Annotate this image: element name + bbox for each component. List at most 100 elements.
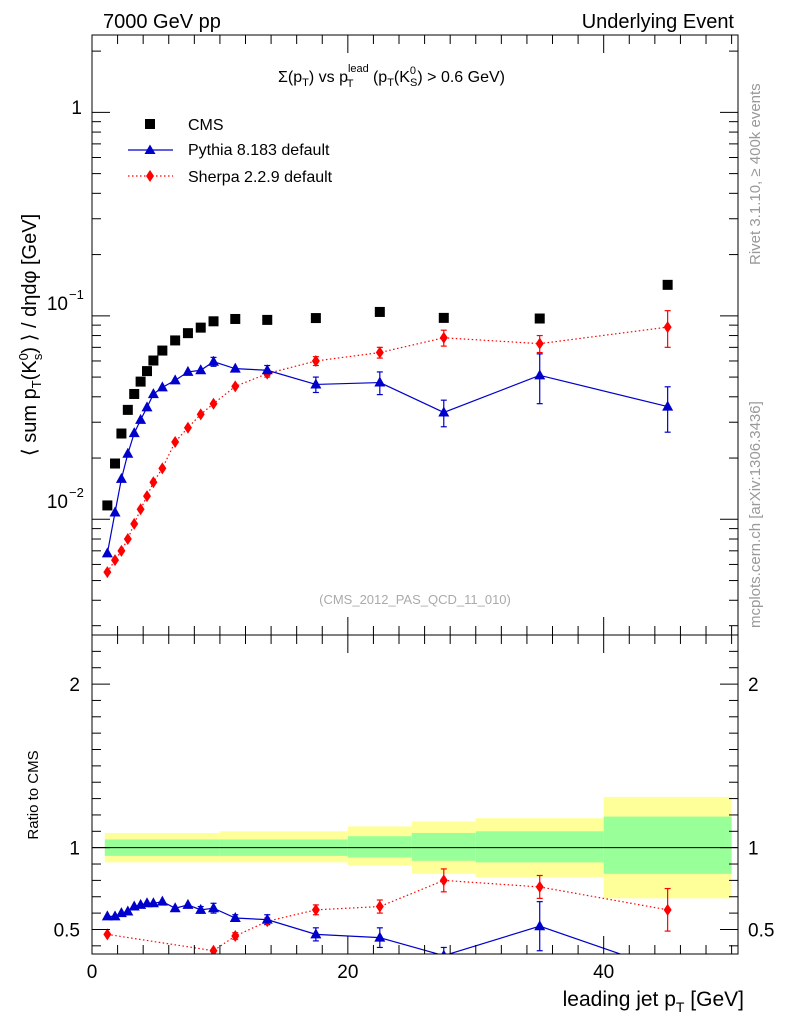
pythia-point bbox=[229, 362, 241, 373]
sherpa-ratio-point bbox=[439, 874, 448, 887]
sherpa-line bbox=[106, 326, 668, 573]
ratio-ytick-label: 1 bbox=[69, 839, 80, 860]
pythia-point bbox=[156, 381, 168, 392]
pythia-point bbox=[141, 401, 153, 412]
sherpa-point bbox=[149, 476, 158, 489]
sherpa-point bbox=[143, 490, 152, 503]
sherpa-point bbox=[375, 346, 384, 359]
cms-point bbox=[662, 279, 673, 290]
chart-title: Σ(pT) vs plead T (pT(K0 S) > 0.6 GeV) bbox=[278, 63, 505, 90]
cms-point bbox=[110, 458, 121, 469]
sherpa-ratio-point bbox=[535, 880, 544, 893]
pythia-point bbox=[195, 364, 207, 375]
sherpa-ratio-point bbox=[663, 903, 672, 916]
pythia-ratio-point bbox=[147, 897, 159, 908]
pythia-ratio-point bbox=[229, 912, 241, 923]
sherpa-ratio-point bbox=[103, 928, 112, 941]
main-ticks bbox=[91, 35, 738, 635]
sherpa-point bbox=[663, 321, 672, 334]
ytick-exp-0.01: −2 bbox=[69, 485, 84, 500]
title-sigma: Σ(p bbox=[278, 69, 302, 86]
analysis-watermark: (CMS_2012_PAS_QCD_11_010) bbox=[319, 592, 511, 607]
sherpa-ratio-point bbox=[209, 944, 218, 954]
pythia-ratio-point bbox=[122, 905, 134, 916]
ratio-band-inner bbox=[603, 816, 732, 874]
cms-point bbox=[195, 322, 206, 333]
pythia-ratio-line bbox=[107, 901, 623, 954]
cms-point bbox=[102, 500, 113, 511]
sherpa-point bbox=[130, 517, 139, 530]
ytick-base: 10 bbox=[47, 294, 68, 315]
sherpa-point bbox=[535, 337, 544, 350]
sherpa-point bbox=[311, 354, 320, 367]
cms-point bbox=[262, 314, 273, 325]
ratio-ytick-label: 0.5 bbox=[54, 920, 80, 941]
ratio-ytick-label-right: 0.5 bbox=[748, 920, 774, 941]
pythia-point bbox=[109, 506, 121, 517]
ytick-label-0.01: 10 bbox=[47, 492, 68, 513]
cms-point bbox=[122, 404, 133, 415]
ratio-tick-labels: 0.5 0.51 12 20 20 40 bbox=[54, 675, 775, 983]
cms-point bbox=[142, 366, 153, 377]
mcplots-label: mcplots.cern.ch [arXiv:1306.3436] bbox=[747, 401, 764, 628]
pythia-ratio-point bbox=[208, 902, 220, 913]
sherpa-point bbox=[231, 380, 240, 393]
ratio-band-inner bbox=[411, 832, 476, 861]
sherpa-ratio-point bbox=[311, 903, 320, 916]
pythia-ratio-point bbox=[374, 931, 386, 942]
title-cut-close: ) > 0.6 GeV) bbox=[417, 69, 505, 86]
cms-point bbox=[438, 312, 449, 323]
header-left: 7000 GeV pp bbox=[103, 11, 221, 33]
xlabel-a: leading jet p bbox=[563, 988, 676, 1011]
ylabel-s: s bbox=[30, 353, 45, 360]
pythia-point bbox=[128, 427, 140, 438]
xlabel-b: [GeV] bbox=[684, 988, 744, 1011]
ratio-y-axis-title: Ratio to CMS bbox=[25, 750, 42, 839]
xlabel-T: T bbox=[676, 999, 685, 1015]
sherpa-point bbox=[136, 503, 145, 516]
sherpa-point bbox=[158, 462, 167, 475]
sherpa-point bbox=[103, 566, 112, 579]
x-axis-title: leading jet pT [GeV] bbox=[563, 988, 744, 1015]
ylabel-T: T bbox=[29, 380, 44, 388]
ratio-ticks bbox=[91, 635, 738, 954]
pythia-point bbox=[374, 376, 386, 387]
xtick-label: 20 bbox=[337, 962, 358, 983]
pythia-point bbox=[310, 378, 322, 389]
pythia-point bbox=[261, 364, 273, 375]
cms-point bbox=[534, 313, 545, 324]
sherpa-point bbox=[123, 533, 132, 546]
ratio-band-inner bbox=[347, 836, 412, 858]
pythia-point bbox=[208, 355, 220, 366]
legend-sherpa-label: Sherpa 2.2.9 default bbox=[188, 169, 333, 186]
pythia-ratio-point bbox=[169, 902, 181, 913]
ytick-label-1: 1 bbox=[71, 98, 82, 119]
title-K: (K bbox=[394, 69, 410, 86]
ratio-ytick-label: 2 bbox=[69, 675, 80, 696]
ylabel-zero: 0 bbox=[16, 353, 31, 360]
title-lead: lead bbox=[348, 63, 369, 75]
cms-point bbox=[182, 328, 193, 339]
legend-sherpa-marker bbox=[146, 170, 154, 182]
sherpa-point bbox=[117, 544, 126, 557]
sherpa-point bbox=[209, 397, 218, 410]
pythia-point bbox=[147, 388, 159, 399]
main-panel: 1 10 −1 10 −2 ⟨ sum pT(K0s) ⟩ / dηdφ [Ge… bbox=[16, 34, 739, 636]
legend-cms-label: CMS bbox=[188, 117, 224, 134]
title-zero: 0 bbox=[410, 65, 416, 77]
sherpa-ratio-line bbox=[107, 879, 668, 952]
ratio-band-inner bbox=[475, 831, 604, 863]
ratio-ytick-label-right: 1 bbox=[748, 839, 759, 860]
xtick-label: 40 bbox=[593, 962, 614, 983]
ylabel-b: (K bbox=[19, 360, 41, 381]
pythia-point bbox=[101, 547, 113, 558]
sherpa-point bbox=[171, 435, 180, 448]
xtick-label: 0 bbox=[87, 962, 98, 983]
pythia-ratio-point bbox=[195, 903, 207, 914]
legend: CMS Pythia 8.183 default Sherpa 2.2.9 de… bbox=[128, 117, 333, 186]
pythia-point bbox=[438, 406, 450, 417]
cms-point bbox=[208, 316, 219, 327]
pythia-ratio-point bbox=[310, 928, 322, 939]
header-right: Underlying Event bbox=[582, 11, 735, 33]
pythia-ratio-point bbox=[534, 920, 546, 931]
